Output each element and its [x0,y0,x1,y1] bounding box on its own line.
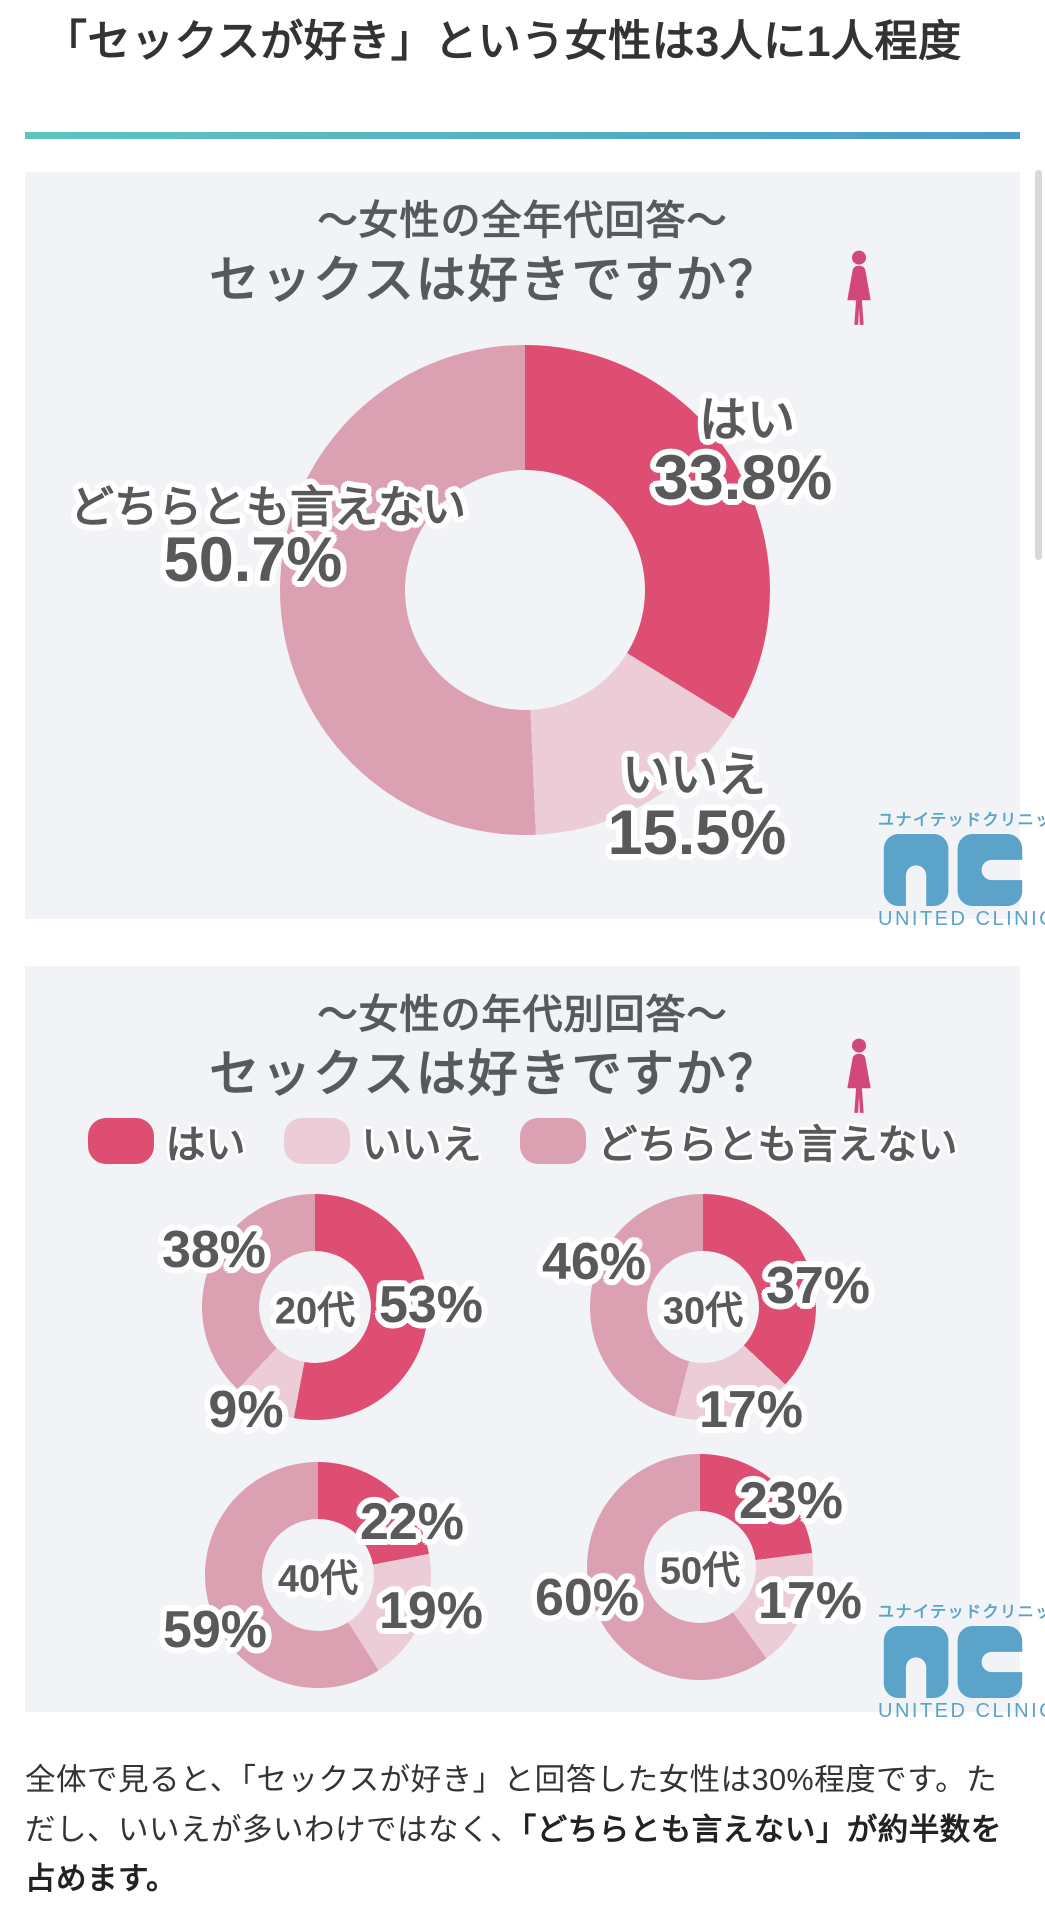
donut-50s-no-value: 17% [757,1572,863,1630]
donut-30s-no-value: 17% [698,1381,804,1439]
slice-value-yes: 33.8% [653,443,833,513]
chart-title-overall: セックスは好きですか？ [209,252,780,308]
donut-20s-no-value: 9% [208,1381,284,1439]
chart-subtitle-by-age: 〜女性の年代別回答〜 [317,993,728,1037]
slice-label-neither: どちらとも言えない [70,483,466,532]
legend-label-yes: はい [165,1123,246,1167]
logo-name-en: UNITED CLINIC [878,1700,1045,1722]
slice-label-yes: はい [698,394,796,447]
donut-40s-no-value: 19% [378,1582,484,1640]
slice-value-no: 15.5% [607,798,787,868]
united-clinic-logo: ユナイテッドクリニック UNITED CLINIC [878,1598,1045,1723]
donut-40s [205,1462,431,1688]
summary-regular: 全体で見ると、「セックスが好き」と回答した女性は30%程度です。ただし、いいえが… [25,1763,998,1847]
donut-20s [202,1194,428,1420]
donut-30s-hole [647,1251,759,1363]
donut-40s-hole [262,1519,374,1631]
chart-title-by-age: セックスは好きですか？ [209,1046,780,1102]
logo-name-jp: ユナイテッドクリニック [878,1604,1045,1621]
donut-20s-neither-value: 38% [161,1221,267,1279]
donut-50s-neither-value: 60% [534,1569,640,1627]
donut-30s-label: 30代 [662,1290,744,1333]
summary-bold: 「どちらとも言えない」が約半数を占めます。 [25,1812,1002,1897]
slice-label-no: いいえ [621,749,767,802]
donut-50s-yes-value: 23% [738,1472,844,1530]
donut-20s-yes-value: 53% [378,1276,484,1334]
legend-swatch-neither [519,1118,586,1164]
donut-overall-hole [405,470,645,710]
title-underline [25,132,1020,139]
donut-50s [587,1454,813,1680]
donut-20s-hole [259,1251,371,1363]
legend-item-yes: はい [87,1112,246,1170]
chart-card-overall: 〜女性の全年代回答〜 セックスは好きですか？ はい 33.8% どちらとも言えな… [25,172,1045,930]
legend-item-no: いいえ [283,1112,482,1170]
summary-paragraph: 全体で見ると、「セックスが好き」と回答した女性は30%程度です。ただし、いいえが… [25,1756,1025,1905]
legend-swatch-yes [87,1118,154,1164]
donut-overall [280,345,770,835]
uc-logo-icon [883,834,1023,906]
donut-40s-label: 40代 [277,1558,359,1601]
united-clinic-logo: ユナイテッドクリニック UNITED CLINIC [878,806,1045,931]
donut-30s-yes-value: 37% [765,1257,871,1315]
legend-label-neither: どちらとも言えない [597,1123,958,1167]
donut-40s-neither-value: 59% [162,1601,268,1659]
scrollbar-thumb[interactable] [1035,170,1042,560]
logo-name-en: UNITED CLINIC [878,908,1045,930]
legend-label-no: いいえ [361,1123,482,1167]
chart-card-by-age: 〜女性の年代別回答〜 セックスは好きですか？ はい いいえ どちらとも言えない … [25,966,1045,1722]
donut-50s-hole [644,1511,756,1623]
uc-logo-icon [883,1626,1023,1698]
chart-legend: はい いいえ どちらとも言えない [25,1116,1020,1167]
legend-swatch-no [283,1118,350,1164]
slice-value-neither: 50.7% [163,525,343,595]
donut-40s-yes-value: 22% [359,1493,465,1551]
donut-50s-label: 50代 [659,1550,741,1593]
donut-30s-neither-value: 46% [541,1233,647,1291]
female-icon [847,250,871,325]
female-icon [847,1038,871,1113]
chart-subtitle-overall: 〜女性の全年代回答〜 [317,199,728,243]
donut-20s-label: 20代 [274,1290,356,1333]
donut-30s [590,1194,816,1420]
legend-item-neither: どちらとも言えない [519,1112,958,1170]
logo-name-jp: ユナイテッドクリニック [878,812,1045,829]
article-title: 「セックスが好き」という女性は3人に1人程度 [44,18,962,66]
